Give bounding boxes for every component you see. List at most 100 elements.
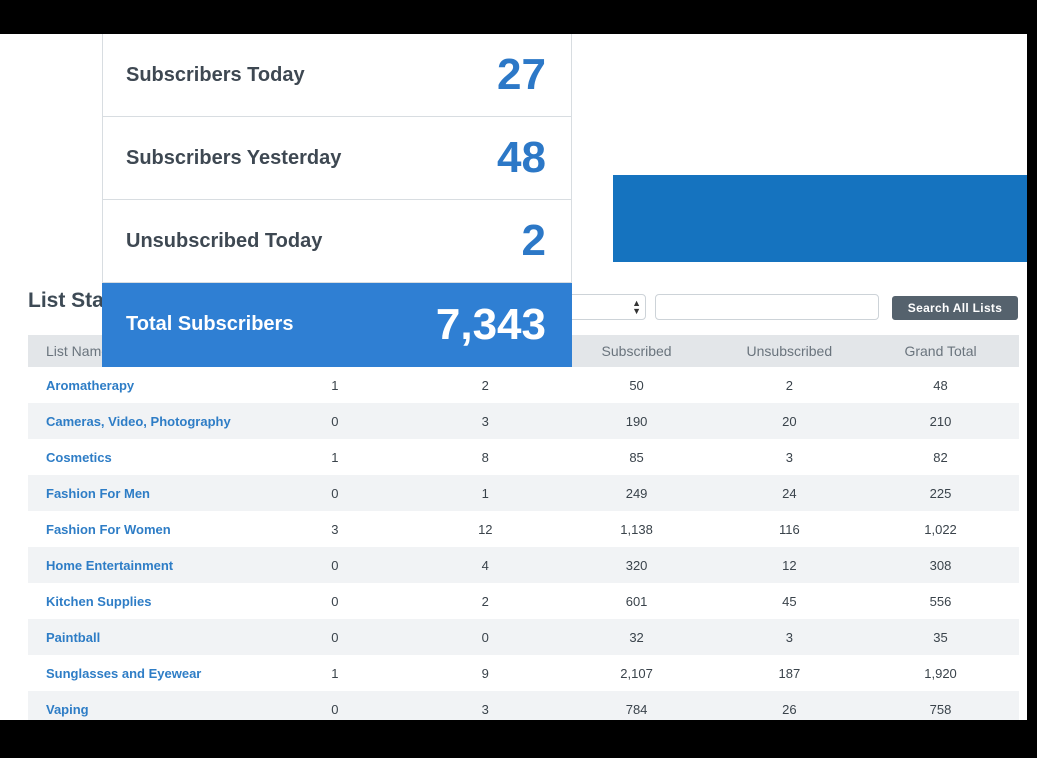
cell-col3: 4 bbox=[414, 547, 557, 583]
cell-grand-total: 82 bbox=[933, 449, 948, 465]
select-arrows-icon: ▲ ▼ bbox=[632, 298, 641, 316]
cell-grand-total: 308 bbox=[862, 547, 1019, 583]
col-grand-total[interactable]: Grand Total bbox=[862, 335, 1019, 367]
cell-col2: 0 bbox=[331, 593, 339, 609]
cell-unsubscribed: 3 bbox=[785, 449, 793, 465]
card-value: 7,343 bbox=[435, 299, 546, 349]
list-name-cell: Aromatherapy bbox=[28, 367, 256, 403]
card-label: Subscribers Today bbox=[126, 63, 305, 86]
card-unsubscribed-today: Unsubscribed Today 2 bbox=[102, 200, 572, 283]
table-row: Cameras, Video, Photography 0 3 190 20 210 bbox=[28, 403, 1019, 439]
cell-col3: 2 bbox=[481, 377, 489, 393]
table-row: Fashion For Men 0 1 249 24 225 bbox=[28, 475, 1019, 511]
cell-col2: 0 bbox=[255, 691, 415, 720]
cell-unsubscribed: 116 bbox=[778, 521, 800, 537]
cell-grand-total: 225 bbox=[862, 475, 1019, 511]
cell-unsubscribed: 187 bbox=[778, 665, 801, 681]
cell-col3: 1 bbox=[414, 475, 557, 511]
cell-subscribed: 32 bbox=[556, 619, 717, 655]
cell-col2: 1 bbox=[331, 377, 339, 393]
cell-subscribed: 190 bbox=[556, 403, 717, 439]
list-name-cell: Fashion For Women bbox=[28, 511, 256, 547]
cell-unsubscribed: 2 bbox=[785, 377, 793, 393]
list-name-link[interactable]: Home Entertainment bbox=[46, 557, 174, 573]
table-row: Paintball 0 0 32 3 35 bbox=[28, 619, 1019, 655]
cell-subscribed: 320 bbox=[556, 547, 717, 583]
cell-col3: 0 bbox=[414, 619, 557, 655]
search-all-lists-button[interactable]: Search All Lists bbox=[892, 296, 1018, 320]
cell-col2: 0 bbox=[255, 403, 415, 439]
cell-unsubscribed: 20 bbox=[716, 403, 863, 439]
card-label: Subscribers Yesterday bbox=[126, 146, 342, 169]
card-label: Total Subscribers bbox=[126, 313, 294, 335]
table-row: Home Entertainment 0 4 320 12 308 bbox=[28, 547, 1019, 583]
list-name-link[interactable]: Cosmetics bbox=[46, 449, 112, 465]
cell-grand-total: 1,022 bbox=[924, 521, 957, 537]
list-name-cell: Cameras, Video, Photography bbox=[28, 403, 256, 439]
cell-col2: 0 bbox=[255, 547, 415, 583]
cell-col2: 0 bbox=[255, 475, 415, 511]
cell-unsubscribed: 3 bbox=[716, 619, 863, 655]
cell-grand-total: 1,920 bbox=[924, 665, 957, 681]
list-name-cell: Kitchen Supplies bbox=[28, 583, 256, 619]
table-row: Kitchen Supplies 0 2 601 45 556 bbox=[28, 583, 1019, 619]
cell-subscribed: 601 bbox=[625, 593, 648, 609]
cell-subscribed: 2,107 bbox=[620, 665, 653, 681]
cell-subscribed: 784 bbox=[556, 691, 717, 720]
cell-unsubscribed: 45 bbox=[782, 593, 797, 609]
list-stats-table: List Name Subscribed Unsubscribed Grand … bbox=[28, 335, 1019, 720]
cell-col3: 3 bbox=[414, 403, 557, 439]
cell-col3: 9 bbox=[481, 665, 489, 681]
col-unsubscribed[interactable]: Unsubscribed bbox=[716, 335, 863, 367]
list-name-cell: Home Entertainment bbox=[28, 547, 256, 583]
list-name-link[interactable]: Vaping bbox=[46, 701, 89, 717]
table-row: Cosmetics 1 8 85 3 82 bbox=[28, 439, 1019, 475]
list-name-link[interactable]: Fashion For Men bbox=[46, 485, 150, 501]
cell-subscribed: 1,138 bbox=[620, 521, 653, 537]
cell-subscribed: 249 bbox=[556, 475, 717, 511]
table-row: Vaping 0 3 784 26 758 bbox=[28, 691, 1019, 720]
card-value: 2 bbox=[521, 216, 546, 265]
card-total-subscribers: Total Subscribers 7,343 bbox=[102, 283, 572, 367]
list-name-link[interactable]: Sunglasses and Eyewear bbox=[46, 665, 202, 681]
cell-subscribed: 85 bbox=[629, 449, 644, 465]
cell-grand-total: 210 bbox=[862, 403, 1019, 439]
list-name-cell: Vaping bbox=[28, 691, 256, 720]
blue-banner bbox=[613, 175, 1027, 262]
cell-col3: 8 bbox=[481, 449, 489, 465]
stats-cards: Subscribers Today 27 Subscribers Yesterd… bbox=[102, 34, 572, 367]
cell-grand-total: 48 bbox=[933, 377, 948, 393]
list-name-cell: Cosmetics bbox=[28, 439, 256, 475]
cell-grand-total: 758 bbox=[862, 691, 1019, 720]
search-input[interactable] bbox=[655, 294, 879, 320]
card-subscribers-today: Subscribers Today 27 bbox=[102, 34, 572, 117]
cell-unsubscribed: 26 bbox=[716, 691, 863, 720]
cell-unsubscribed: 12 bbox=[716, 547, 863, 583]
card-label: Unsubscribed Today bbox=[126, 229, 323, 252]
cell-grand-total: 35 bbox=[862, 619, 1019, 655]
list-name-link[interactable]: Cameras, Video, Photography bbox=[46, 413, 231, 429]
list-name-cell: Paintball bbox=[28, 619, 256, 655]
table-row: Sunglasses and Eyewear 1 9 2,107 187 1,920 bbox=[28, 655, 1019, 691]
table-row: Fashion For Women 3 12 1,138 116 1,022 bbox=[28, 511, 1019, 547]
cell-col3: 2 bbox=[481, 593, 489, 609]
cell-unsubscribed: 24 bbox=[716, 475, 863, 511]
list-name-cell: Sunglasses and Eyewear bbox=[28, 655, 256, 691]
col-subscribed[interactable]: Subscribed bbox=[556, 335, 717, 367]
cell-col3: 3 bbox=[414, 691, 557, 720]
cell-col3: 12 bbox=[478, 521, 493, 537]
cell-grand-total: 556 bbox=[929, 593, 952, 609]
card-subscribers-yesterday: Subscribers Yesterday 48 bbox=[102, 117, 572, 200]
table-row: Aromatherapy 1 2 50 2 48 bbox=[28, 367, 1019, 403]
list-name-cell: Fashion For Men bbox=[28, 475, 256, 511]
list-name-link[interactable]: Aromatherapy bbox=[46, 377, 135, 393]
list-name-link[interactable]: Paintball bbox=[46, 629, 101, 645]
dashboard-canvas: List Statistics ▲ ▼ Search All Lists List… bbox=[0, 34, 1027, 720]
cell-col2: 1 bbox=[331, 665, 339, 681]
list-name-link[interactable]: Fashion For Women bbox=[46, 521, 171, 537]
list-name-link[interactable]: Kitchen Supplies bbox=[46, 593, 152, 609]
cell-subscribed: 50 bbox=[629, 377, 644, 393]
cell-col2: 0 bbox=[255, 619, 415, 655]
card-value: 48 bbox=[497, 133, 546, 182]
cell-col2: 3 bbox=[331, 521, 339, 537]
